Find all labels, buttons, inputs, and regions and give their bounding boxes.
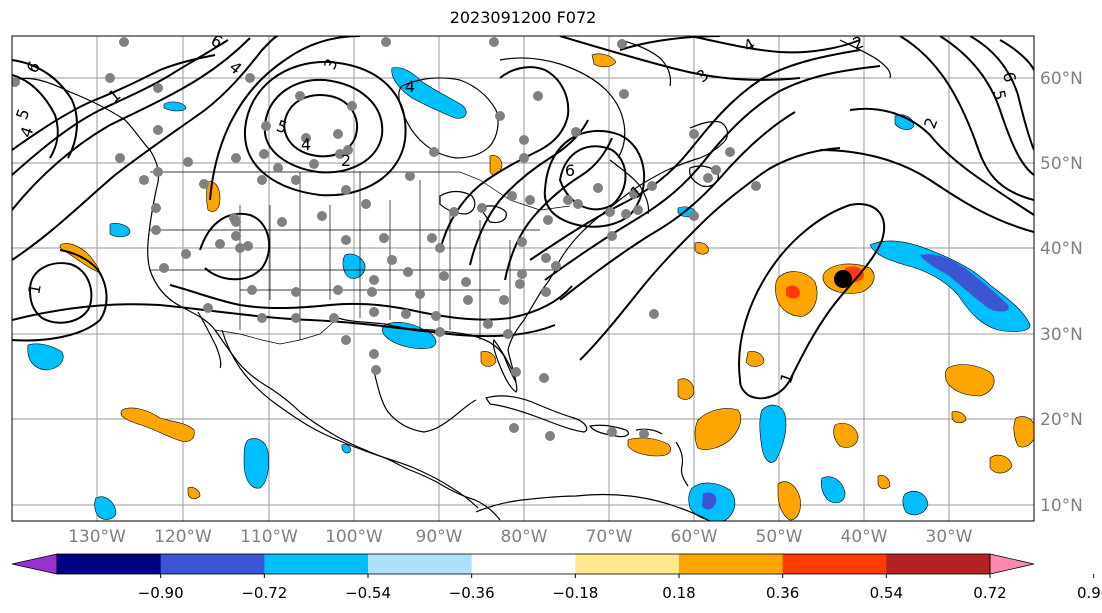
colorbar-tick-labels: −0.90 −0.72 −0.54 −0.36 −0.18 0.18 0.36 0.54 0.7… — [138, 574, 1102, 602]
anomaly-shading — [27, 53, 1034, 521]
contour-label: 4 — [405, 77, 415, 96]
longitude-label: 120°W — [154, 527, 212, 547]
latitude-label: 40°N — [1040, 239, 1083, 259]
observation-dots — [12, 37, 761, 441]
colorbar — [11, 553, 1035, 575]
contour-lines — [12, 36, 1034, 400]
longitude-label: 40°W — [841, 527, 888, 547]
longitude-label: 130°W — [68, 527, 126, 547]
colorbar-tick-label: −0.90 — [138, 584, 184, 602]
colorbar-tick-label: 0.18 — [662, 584, 695, 602]
latitude-label: 30°N — [1040, 325, 1083, 345]
longitude-label: 90°W — [416, 527, 463, 547]
longitude-label: 110°W — [240, 527, 298, 547]
contour-label: 5 — [989, 88, 1009, 101]
contour-label: 1 — [24, 282, 44, 295]
colorbar-tick-label: −0.18 — [552, 584, 598, 602]
latitude-label: 50°N — [1040, 154, 1083, 174]
storm-position-marker — [834, 270, 852, 288]
colorbar-tick-label: 0.54 — [870, 584, 903, 602]
longitude-labels: 130°W 120°W 110°W 100°W 90°W 80°W 70°W 60°W 50°W… — [68, 527, 973, 547]
longitude-label: 100°W — [325, 527, 383, 547]
colorbar-tick-label: 0.72 — [973, 584, 1006, 602]
latitude-label: 10°N — [1040, 496, 1083, 516]
contour-label: 6 — [565, 161, 575, 180]
colorbar-tick-label: −0.36 — [449, 584, 495, 602]
colorbar-tick-label: 0.90 — [1077, 584, 1102, 602]
longitude-label: 50°W — [756, 527, 803, 547]
colorbar-tick-label: 0.36 — [766, 584, 799, 602]
graticule — [12, 36, 1034, 521]
longitude-label: 80°W — [501, 527, 548, 547]
contour-label: 2 — [341, 151, 351, 170]
contour-label: 6 — [999, 70, 1019, 83]
colorbar-tick-label: −0.72 — [241, 584, 287, 602]
map-title: 2023091200 F072 — [449, 8, 597, 27]
longitude-label: 70°W — [586, 527, 633, 547]
latitude-label: 20°N — [1040, 410, 1083, 430]
colorbar-tick-label: −0.54 — [345, 584, 391, 602]
longitude-label: 30°W — [926, 527, 973, 547]
latitude-label: 60°N — [1040, 69, 1083, 89]
latitude-labels: 60°N 50°N 40°N 30°N 20°N 10°N — [1040, 69, 1083, 516]
contour-label: 4 — [301, 135, 311, 154]
longitude-label: 60°W — [671, 527, 718, 547]
